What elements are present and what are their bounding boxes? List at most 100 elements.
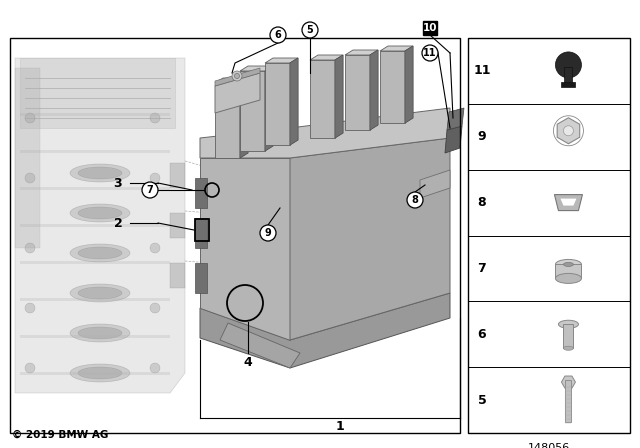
Polygon shape [215,68,260,86]
Polygon shape [335,55,343,138]
Polygon shape [200,158,290,340]
Circle shape [556,52,582,78]
Polygon shape [310,55,343,60]
Polygon shape [310,60,335,138]
Text: 11: 11 [423,48,436,58]
Bar [195,263,207,293]
Bar [170,163,185,188]
Circle shape [422,45,438,61]
Ellipse shape [70,364,130,382]
Polygon shape [380,51,405,123]
Ellipse shape [78,367,122,379]
Bar [20,187,170,190]
Polygon shape [265,66,273,151]
Polygon shape [290,58,298,145]
Polygon shape [345,50,378,55]
Text: 5: 5 [477,394,486,407]
Ellipse shape [563,263,573,267]
Circle shape [563,126,573,136]
Circle shape [142,182,158,198]
Circle shape [232,71,242,81]
Circle shape [407,192,423,208]
Polygon shape [15,68,40,248]
Polygon shape [405,46,413,123]
Polygon shape [561,198,577,206]
Polygon shape [335,55,343,138]
Circle shape [234,73,239,78]
Bar [20,150,170,153]
Polygon shape [240,66,273,71]
Polygon shape [240,71,265,151]
Polygon shape [370,50,378,130]
Polygon shape [420,170,450,198]
Bar [20,113,170,116]
Polygon shape [200,108,450,158]
Ellipse shape [78,207,122,219]
Bar [10,38,460,433]
Polygon shape [215,73,260,113]
Polygon shape [370,50,378,130]
Polygon shape [215,78,248,83]
Bar [563,324,573,348]
Ellipse shape [70,284,130,302]
Bar [20,298,170,301]
Polygon shape [20,58,175,128]
Text: © 2019 BMW AG: © 2019 BMW AG [12,430,108,440]
Text: 2: 2 [114,216,122,229]
Text: 6: 6 [275,30,282,40]
Polygon shape [405,46,413,123]
Bar [195,178,207,208]
Text: 10: 10 [423,23,437,33]
Bar [20,335,170,338]
Ellipse shape [559,320,579,328]
Polygon shape [554,194,582,211]
Ellipse shape [556,273,582,284]
Text: 148056: 148056 [528,443,570,448]
Bar [468,38,630,433]
Polygon shape [290,138,450,340]
Text: 8: 8 [412,195,419,205]
Ellipse shape [78,247,122,259]
Text: 6: 6 [477,328,486,341]
Circle shape [25,243,35,253]
Polygon shape [240,78,248,158]
Circle shape [25,173,35,183]
Polygon shape [200,293,450,368]
Circle shape [150,113,160,123]
Circle shape [150,363,160,373]
Bar [556,264,582,278]
Bar [170,213,185,238]
Polygon shape [345,55,370,130]
Bar [195,219,209,241]
Text: 8: 8 [477,196,486,209]
Text: 4: 4 [244,357,252,370]
Circle shape [150,243,160,253]
Bar [20,261,170,264]
Bar [170,263,185,288]
Ellipse shape [70,244,130,262]
Circle shape [270,27,286,43]
Polygon shape [220,323,300,368]
Polygon shape [240,78,248,158]
Polygon shape [265,63,290,145]
Circle shape [25,363,35,373]
Polygon shape [265,58,298,63]
Circle shape [25,113,35,123]
Bar [195,218,207,248]
Polygon shape [561,376,575,388]
Text: 9: 9 [477,130,486,143]
Ellipse shape [563,346,573,350]
Text: 7: 7 [147,185,154,195]
Ellipse shape [70,164,130,182]
Text: 9: 9 [264,228,271,238]
Circle shape [150,303,160,313]
Text: 1: 1 [335,419,344,432]
Circle shape [260,225,276,241]
Text: 11: 11 [473,65,491,78]
Ellipse shape [556,259,582,269]
Bar [566,380,572,422]
Polygon shape [380,46,413,51]
Ellipse shape [70,324,130,342]
Bar [564,67,572,85]
Ellipse shape [78,167,122,179]
